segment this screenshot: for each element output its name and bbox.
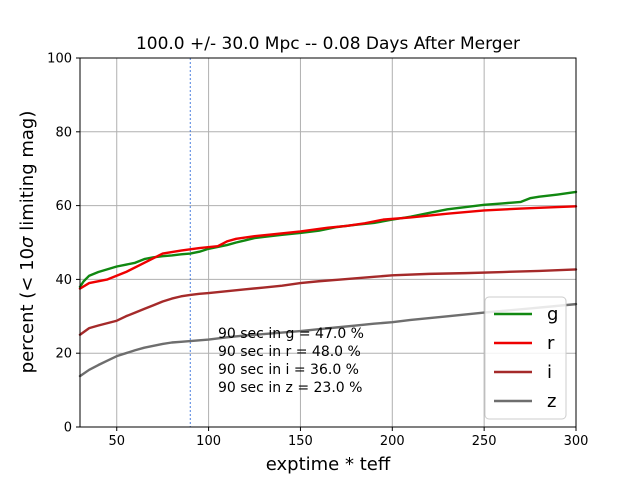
y-tick-label: 40 — [55, 273, 72, 288]
y-axis-label-suffix: limiting mag) — [17, 111, 38, 237]
legend-label-g: g — [547, 304, 558, 325]
legend-label-r: r — [547, 333, 555, 354]
annotation-text: 90 sec in z = 23.0 % — [218, 380, 362, 396]
y-axis-label: percent (< 10σ limiting mag) — [17, 111, 38, 374]
x-tick-label: 250 — [472, 434, 497, 449]
series-line-r — [78, 205, 578, 290]
y-tick-label: 0 — [64, 421, 72, 436]
annotation-layer: 90 sec in g = 47.0 % 90 sec in r = 48.0 %… — [218, 326, 364, 396]
x-axis-label: exptime * teff — [266, 454, 391, 475]
series-line-i — [78, 268, 578, 336]
y-tick-label: 20 — [55, 347, 72, 362]
grid — [80, 57, 577, 428]
y-axis-label-prefix: percent (< 10 — [17, 248, 38, 373]
y-axis-label-sigma: σ — [17, 236, 38, 248]
y-tick-label: 80 — [55, 125, 72, 140]
x-tick-label: 300 — [564, 434, 589, 449]
x-tick-label: 100 — [196, 434, 221, 449]
annotation-text: 90 sec in i = 36.0 % — [218, 362, 359, 378]
plot-frame — [79, 57, 577, 428]
tick-layer: 50 100 150 200 250 300 0 20 40 60 80 100 — [47, 52, 588, 450]
x-tick-label: 200 — [380, 434, 405, 449]
y-tick-label: 60 — [55, 199, 72, 214]
series-line-g — [78, 190, 578, 288]
legend-box — [484, 296, 567, 420]
y-tick-label: 100 — [47, 52, 72, 67]
legend-label-z: z — [547, 391, 556, 412]
x-tick-label: 50 — [108, 434, 125, 449]
x-tick-label: 150 — [288, 434, 313, 449]
chart-title: 100.0 +/- 30.0 Mpc -- 0.08 Days After Me… — [136, 34, 520, 54]
annotation-text: 90 sec in g = 47.0 % — [218, 326, 364, 342]
annotation-text: 90 sec in r = 48.0 % — [218, 344, 361, 360]
legend-label-i: i — [547, 362, 552, 383]
series-line-z — [78, 302, 578, 378]
series-layer — [78, 190, 578, 378]
